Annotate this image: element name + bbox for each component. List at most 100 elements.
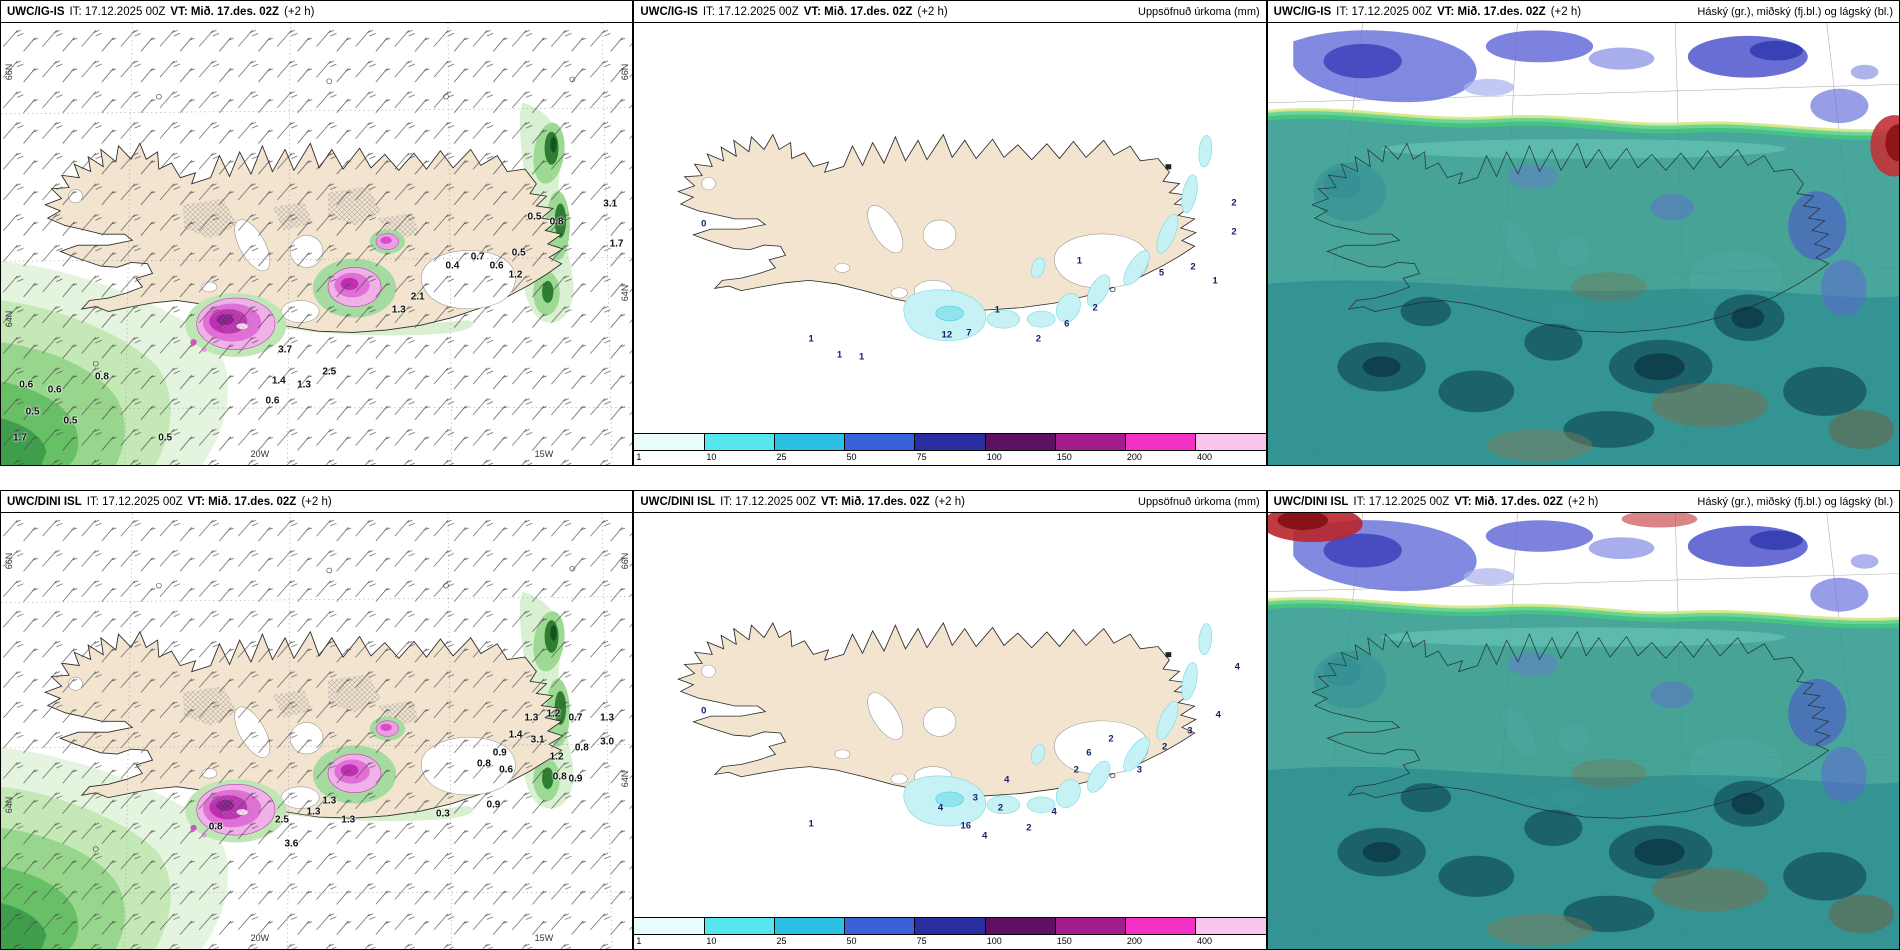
wind-precip-map-canvas [1, 23, 632, 465]
panel-igis-wind-precip: UWC/IG-IS IT: 17.12.2025 00Z VT: Mið. 17.d… [0, 0, 634, 466]
precip-amount-label: 4 [1234, 661, 1240, 673]
panel-subtitle: Háský (gr.), miðský (fj.bl.) og lágský (… [1697, 495, 1893, 508]
precip-amount-label: 2 [1161, 741, 1168, 753]
contour-value-label: 0.7 [568, 712, 583, 724]
valid-time: VT: Mið. 17.des. 02Z [170, 5, 280, 18]
colorbar-tick: 1 [636, 936, 642, 946]
map-area-dini-precip: 0 1 4 16 4 3 2 4 2 4 2 6 2 3 2 3 4 4 [634, 513, 1265, 917]
colorbar-cell [1126, 434, 1197, 450]
colorbar-cells [634, 433, 1266, 451]
contour-value-label: 2.5 [322, 366, 337, 378]
contour-value-label: 1.3 [391, 304, 406, 316]
colorbar-cell [634, 434, 705, 450]
panel-subtitle: Háský (gr.), miðský (fj.bl.) og lágský (… [1697, 5, 1893, 18]
contour-value-label: 0.6 [19, 379, 34, 391]
wind-precip-map-art [1, 513, 632, 949]
colorbar-cell [845, 918, 916, 934]
lead-time: (+2 h) [1550, 5, 1582, 18]
contour-value-label: 0.7 [470, 251, 485, 263]
contour-value-label: 3.6 [284, 838, 299, 850]
valid-time: VT: Mið. 17.des. 02Z [1437, 5, 1546, 18]
precip-amount-label: 1 [994, 304, 1000, 316]
precip-amount-label: 2 [1073, 764, 1079, 776]
panel-header: UWC/IG-IS IT: 17.12.2025 00Z VT: Mið. 17.d… [634, 1, 1266, 23]
precip-amount-label: 0 [701, 705, 707, 717]
colorbar-tick: 150 [1056, 936, 1072, 946]
precip-map-canvas [634, 23, 1265, 433]
colorbar-cell [1196, 918, 1266, 934]
map-area-igis-precip: 0 1 1 1 12 7 1 2 6 2 1 5 2 1 2 2 [634, 23, 1265, 433]
precip-amount-label: 2 [1231, 197, 1237, 209]
panel-header: UWC/IG-IS IT: 17.12.2025 00Z VT: Mið. 17.d… [1, 1, 633, 23]
panel-header: UWC/IG-IS IT: 17.12.2025 00Z VT: Mið. 17.d… [1267, 1, 1899, 23]
contour-value-label: 0.3 [435, 808, 450, 820]
precip-colorbar: 1 10 25 50 75 100 150 200 400 [634, 433, 1266, 465]
colorbar-cell [985, 434, 1056, 450]
precip-map-art [634, 23, 1265, 433]
colorbar-ticks: 1 10 25 50 75 100 150 200 400 [634, 935, 1265, 949]
contour-value-label: 1.3 [341, 814, 356, 826]
map-area-dini-wind: 1.3 1.2 0.7 1.3 1.4 3.1 3.0 0.8 1.2 0.9 0.8 0.6 0.8 0… [1, 513, 632, 949]
contour-value-label: 0.6 [47, 384, 62, 396]
contour-value-label: 0.9 [486, 799, 501, 811]
contour-value-label: 0.5 [25, 406, 40, 418]
contour-value-label: 1.7 [609, 238, 624, 250]
init-time: IT: 17.12.2025 00Z [720, 495, 816, 508]
latitude-label: 64N [3, 796, 14, 814]
model-name: UWC/IG-IS [7, 5, 65, 18]
contour-value-label: 0.6 [265, 395, 280, 407]
colorbar-cell [985, 918, 1056, 934]
colorbar-cell [1055, 434, 1127, 450]
init-time: IT: 17.12.2025 00Z [1353, 495, 1450, 508]
colorbar-tick: 50 [846, 452, 857, 462]
precip-amount-label: 1 [1076, 255, 1083, 267]
panel-header: UWC/DINI ISL IT: 17.12.2025 00Z VT: Mið. 1… [634, 491, 1266, 513]
contour-value-label: 1.3 [524, 712, 539, 724]
precip-amount-label: 1 [808, 333, 814, 345]
valid-time: VT: Mið. 17.des. 02Z [820, 495, 930, 508]
map-area-igis-wind: 0.5 0.8 3.1 1.7 0.5 0.7 0.6 1.2 0.4 2.1 1.3 3.7 1.4 1… [1, 23, 632, 465]
contour-value-label: 0.4 [445, 260, 460, 272]
colorbar-tick: 200 [1126, 936, 1142, 946]
colorbar-cell [704, 918, 775, 934]
panel-dini-accum-precip: UWC/DINI ISL IT: 17.12.2025 00Z VT: Mið. 1… [633, 490, 1267, 950]
contour-value-label: 2.5 [274, 814, 289, 826]
panel-igis-clouds: UWC/IG-IS IT: 17.12.2025 00Z VT: Mið. 17.d… [1266, 0, 1900, 466]
colorbar-tick: 10 [706, 936, 717, 946]
panel-title: UWC/IG-IS IT: 17.12.2025 00Z VT: Mið. 17.d… [640, 6, 952, 18]
longitude-label: 15W [534, 933, 554, 944]
contour-value-label: 1.3 [600, 712, 615, 724]
colorbar-tick: 25 [776, 452, 787, 462]
contour-value-label: 1.3 [322, 795, 337, 807]
contour-value-label: 3.0 [600, 736, 615, 748]
colorbar-cell [774, 918, 846, 934]
latitude-label: 66N [619, 63, 630, 80]
contour-value-label: 1.2 [508, 269, 523, 281]
precip-amount-label: 2 [1035, 333, 1042, 345]
colorbar-tick: 400 [1196, 936, 1212, 946]
panel-title: UWC/IG-IS IT: 17.12.2025 00Z VT: Mið. 17.d… [7, 6, 319, 18]
panel-subtitle: Uppsöfnuð úrkoma (mm) [1138, 495, 1260, 508]
colorbar-cell [915, 918, 986, 934]
precip-amount-label: 4 [982, 830, 988, 842]
init-time: IT: 17.12.2025 00Z [702, 5, 799, 18]
lead-time: (+2 h) [1567, 495, 1599, 508]
contour-value-label: 0.5 [511, 247, 526, 259]
cloud-map-art [1268, 23, 1899, 465]
init-time: IT: 17.12.2025 00Z [1336, 5, 1433, 18]
panel-title: UWC/IG-IS IT: 17.12.2025 00Z VT: Mið. 17.d… [1274, 6, 1586, 18]
precip-amount-label: 4 [1215, 709, 1221, 721]
latitude-label: 64N [619, 284, 630, 301]
init-time: IT: 17.12.2025 00Z [69, 5, 166, 18]
contour-value-label: 1.4 [508, 729, 523, 741]
precip-amount-label: 1 [836, 349, 843, 361]
panel-header: UWC/DINI ISL IT: 17.12.2025 00Z VT: Mið. 1… [1267, 491, 1899, 513]
lead-time: (+2 h) [934, 495, 966, 508]
panel-igis-accum-precip: UWC/IG-IS IT: 17.12.2025 00Z VT: Mið. 17.d… [633, 0, 1267, 466]
lead-time: (+2 h) [917, 5, 948, 18]
colorbar-tick: 400 [1196, 452, 1212, 462]
precip-map-art [634, 513, 1265, 917]
contour-value-label: 1.3 [306, 806, 321, 818]
precip-amount-label: 2 [997, 802, 1004, 814]
